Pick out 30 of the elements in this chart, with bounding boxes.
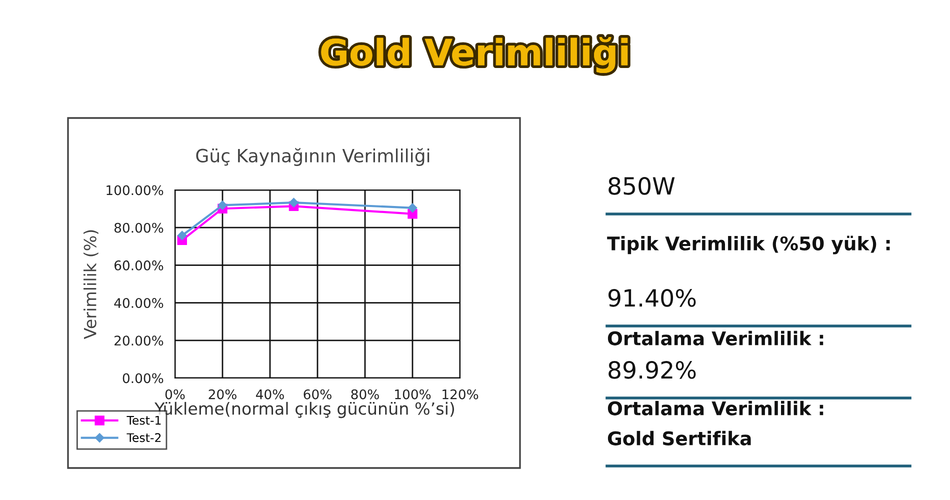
text: Tipik Verimlilik (%50 yük) :	[607, 236, 890, 254]
text: 89.92%	[608, 360, 696, 379]
point	[218, 200, 228, 210]
x-tick-label: 80%	[351, 389, 379, 400]
y-tick-label: 40.00%	[114, 298, 164, 308]
point	[289, 198, 298, 208]
y-axis-title: Verimlilik (%)	[84, 230, 98, 340]
point	[408, 203, 418, 212]
legend-label: Test-1	[126, 416, 161, 425]
x-tick-label: 0%	[165, 389, 185, 400]
y-tick-label: 60.00%	[114, 260, 164, 270]
text: Gold Verimliliği	[321, 36, 628, 74]
chart-title: Güç Kaynağının Verimliliği	[196, 148, 430, 166]
y-tick-label: 100.00%	[106, 185, 164, 196]
text: 91.40%	[608, 288, 696, 307]
y-tick-label: 0.00%	[122, 373, 164, 384]
y-tick-label: 80.00%	[114, 222, 164, 233]
y-tick-label: 20.00%	[114, 336, 164, 346]
text: Ortalama Verimlilik :	[608, 330, 824, 346]
x-tick-label: 120%	[442, 389, 478, 400]
legend-label: Test-2	[126, 433, 161, 442]
point	[178, 230, 187, 240]
x-tick-label: 100%	[395, 389, 431, 400]
text: Ortalama Verimlilik :	[608, 400, 824, 416]
x-tick-label: 40%	[256, 389, 284, 400]
text: 850W	[608, 176, 675, 195]
x-tick-label: 60%	[304, 389, 332, 400]
x-tick-label: 20%	[208, 389, 236, 400]
text: Gold Sertifika	[608, 430, 751, 446]
x-axis-title: Yükleme(normal çıkış gücünün %’si)	[154, 402, 454, 418]
